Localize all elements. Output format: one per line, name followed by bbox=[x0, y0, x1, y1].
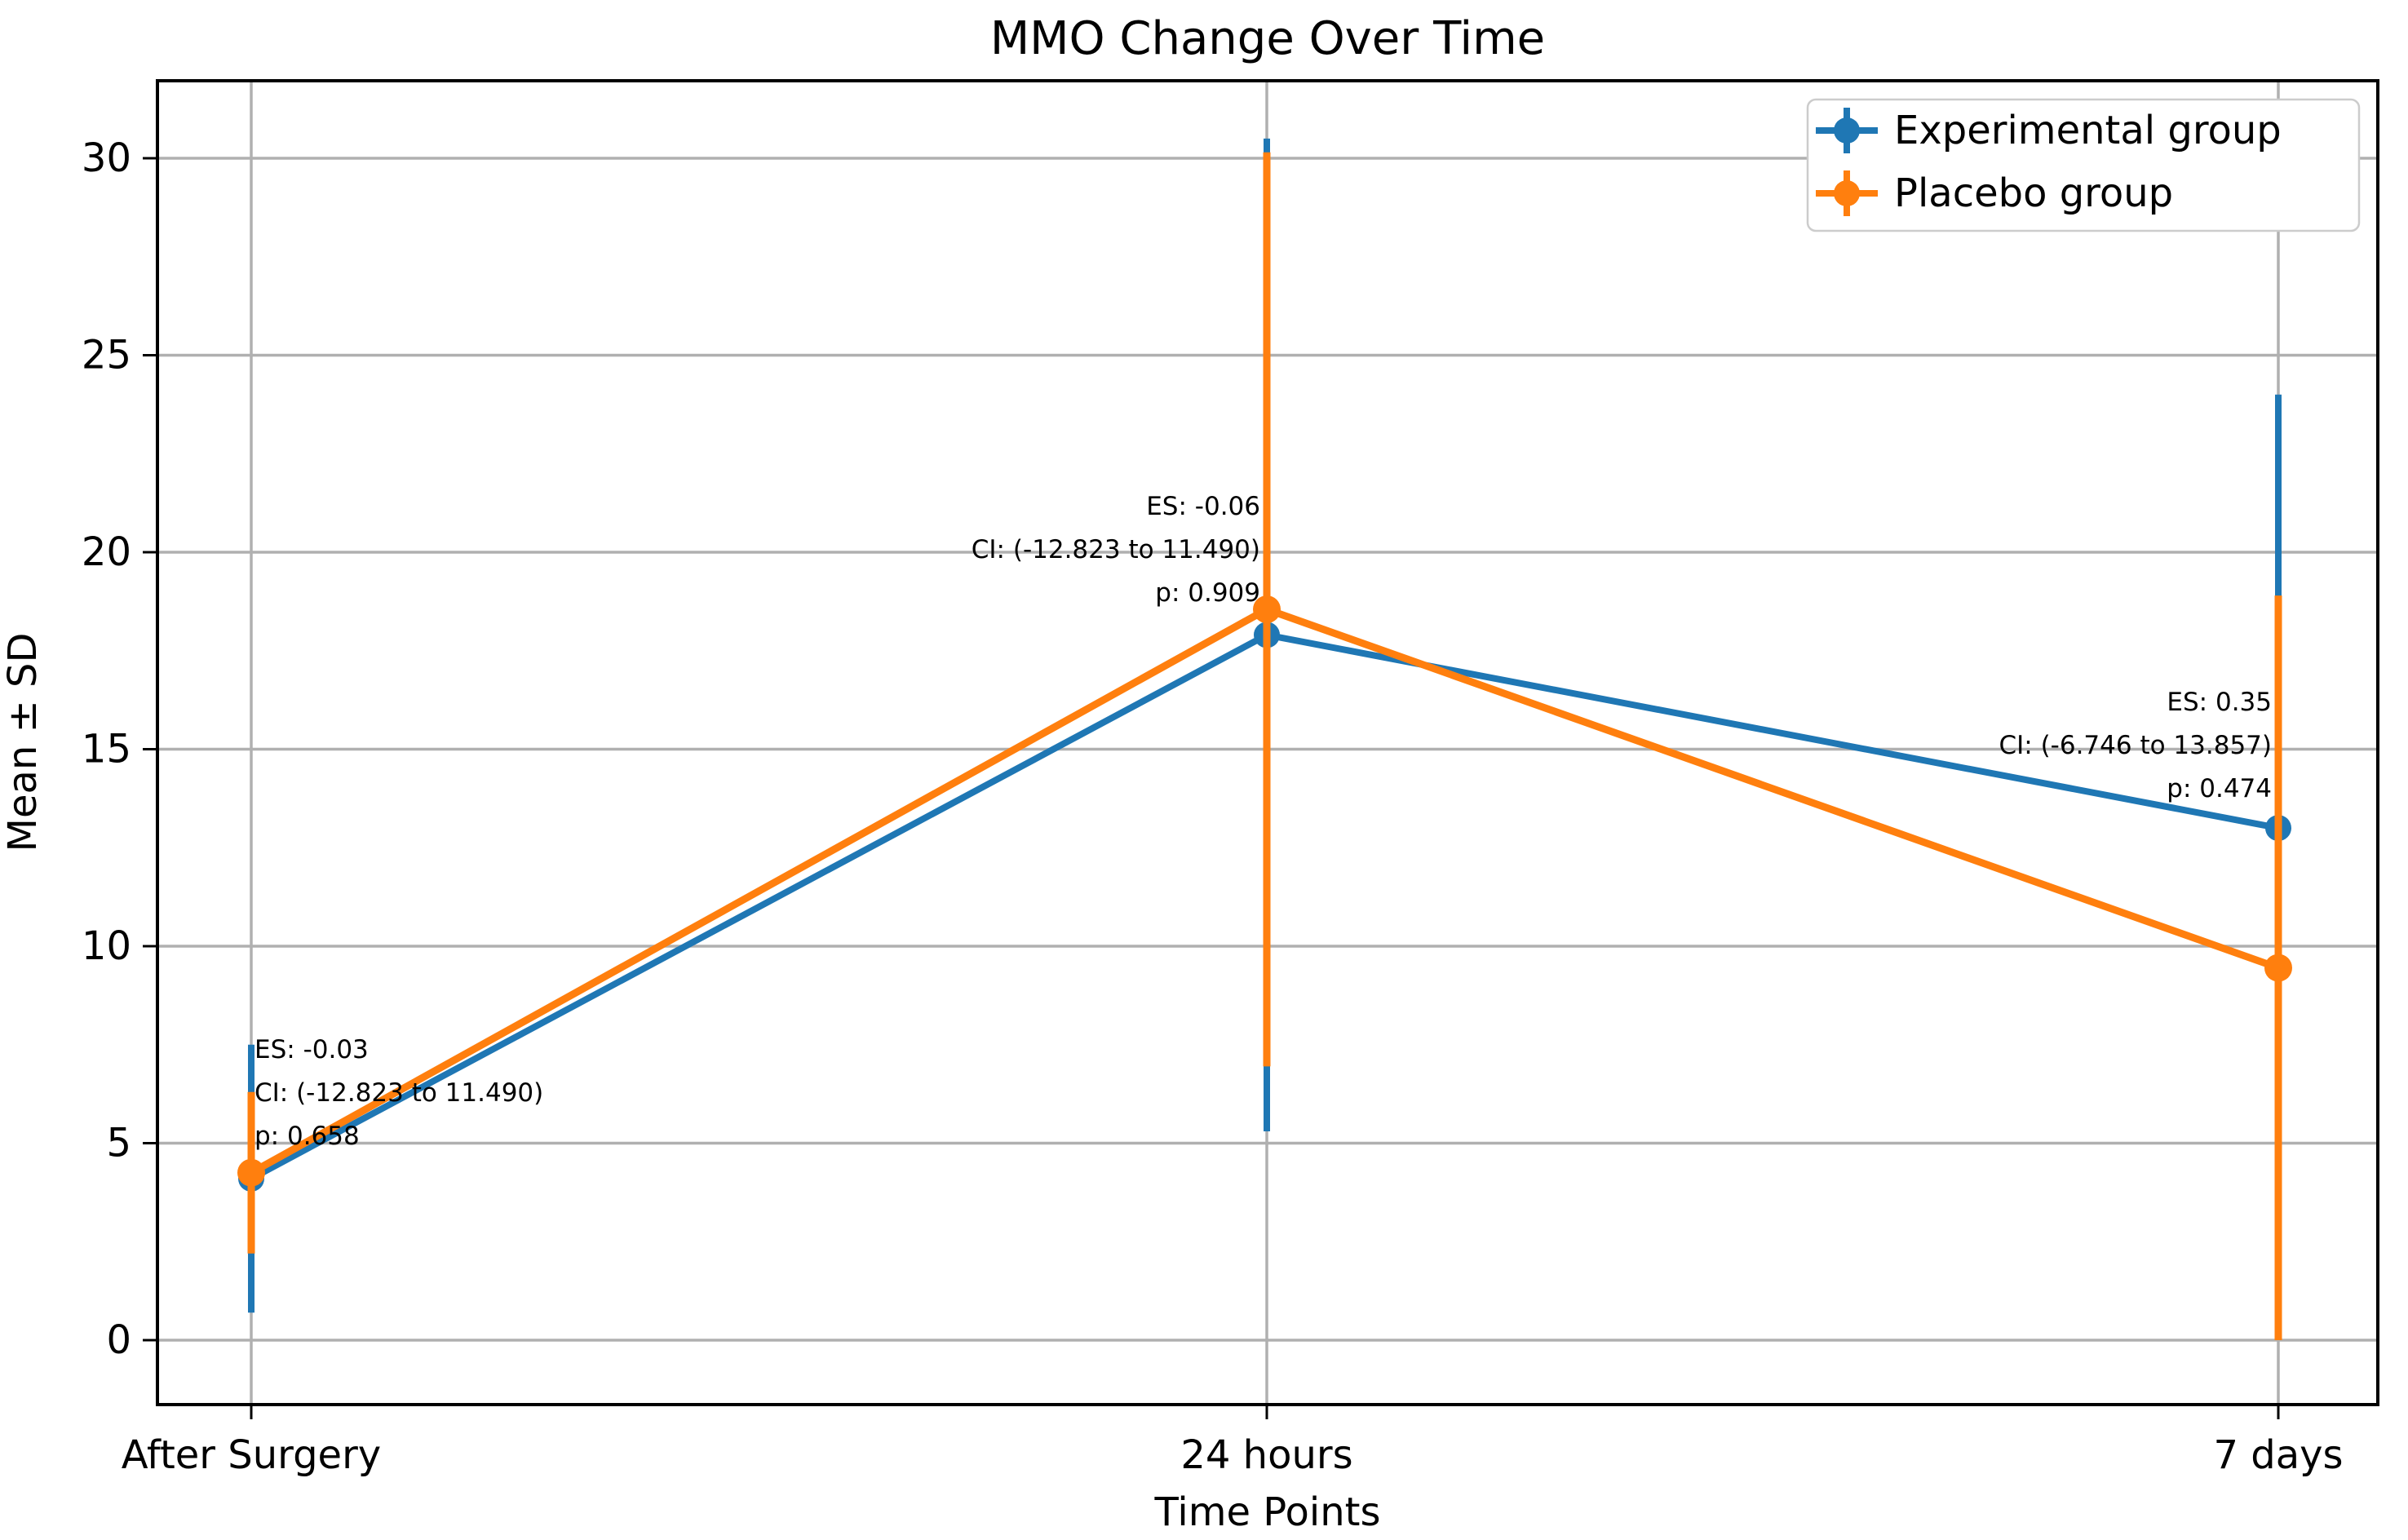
y-tick-label: 30 bbox=[82, 135, 131, 181]
data-point-marker bbox=[237, 1158, 265, 1187]
legend: Experimental group Placebo group bbox=[1806, 98, 2361, 232]
y-axis-label: Mean ± SD bbox=[0, 633, 46, 852]
annotation: ES: -0.03 CI: (-12.823 to 11.490) p: 0.658 bbox=[255, 1035, 543, 1151]
legend-marker-point bbox=[1834, 117, 1860, 144]
annotation-line: CI: (-12.823 to 11.490) bbox=[972, 535, 1260, 564]
legend-label: Placebo group bbox=[1894, 170, 2173, 216]
annotation-line: p: 0.909 bbox=[1155, 578, 1260, 608]
chart-title: MMO Change Over Time bbox=[990, 12, 1545, 65]
annotation-line: p: 0.474 bbox=[2167, 774, 2272, 803]
annotation-line: p: 0.658 bbox=[255, 1122, 360, 1151]
y-tick-label: 5 bbox=[106, 1121, 131, 1166]
axis-ticks: After Surgery 24 hours 7 days 0 5 10 15 20 25 30 bbox=[82, 135, 2344, 1478]
annotation: ES: 0.35 CI: (-6.746 to 13.857) p: 0.474 bbox=[1999, 688, 2272, 803]
annotation-line: CI: (-12.823 to 11.490) bbox=[255, 1078, 543, 1108]
y-tick-label: 0 bbox=[106, 1317, 131, 1363]
series-layer bbox=[237, 138, 2292, 1340]
data-point-marker bbox=[1253, 595, 1281, 624]
x-tick-label: After Surgery bbox=[122, 1432, 381, 1478]
x-axis-label: Time Points bbox=[1154, 1489, 1381, 1535]
legend-box bbox=[1806, 98, 2361, 232]
annotation-line: ES: -0.03 bbox=[255, 1035, 369, 1064]
y-tick-label: 20 bbox=[82, 529, 131, 575]
annotation-line: CI: (-6.746 to 13.857) bbox=[1999, 731, 2272, 760]
x-tick-label: 7 days bbox=[2213, 1432, 2343, 1478]
data-point-marker bbox=[2264, 954, 2292, 982]
y-tick-label: 25 bbox=[82, 333, 131, 378]
y-tick-label: 15 bbox=[82, 727, 131, 772]
annotation-line: ES: 0.35 bbox=[2167, 688, 2272, 717]
annotation: ES: -0.06 CI: (-12.823 to 11.490) p: 0.909 bbox=[972, 492, 1260, 608]
y-tick-label: 10 bbox=[82, 923, 131, 969]
legend-marker-point bbox=[1834, 180, 1860, 206]
x-tick-label: 24 hours bbox=[1180, 1432, 1352, 1478]
annotation-line: ES: -0.06 bbox=[1146, 492, 1260, 521]
legend-label: Experimental group bbox=[1894, 108, 2282, 153]
annotations-layer: ES: -0.03 CI: (-12.823 to 11.490) p: 0.658… bbox=[255, 492, 2272, 1151]
